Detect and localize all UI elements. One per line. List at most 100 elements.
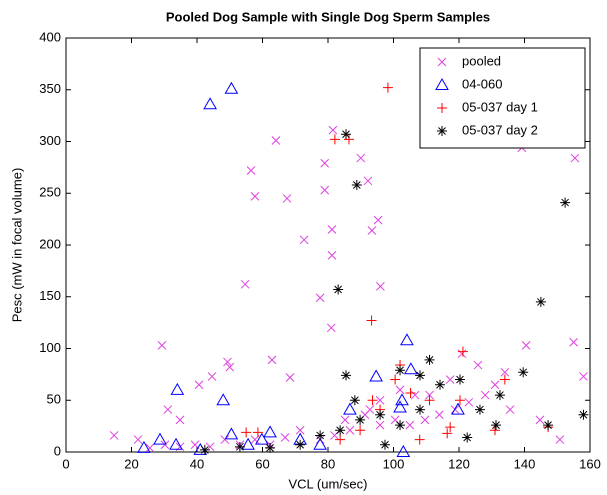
point bbox=[194, 380, 204, 390]
point bbox=[490, 380, 500, 390]
point bbox=[327, 250, 337, 260]
point bbox=[299, 235, 309, 245]
y-tick-label: 50 bbox=[47, 392, 61, 407]
y-tick-label: 300 bbox=[39, 133, 61, 148]
x-tick-label: 40 bbox=[190, 456, 204, 471]
point bbox=[320, 185, 330, 195]
y-tick-label: 400 bbox=[39, 29, 61, 44]
point bbox=[271, 136, 281, 145]
point bbox=[220, 435, 230, 444]
point bbox=[499, 374, 510, 385]
point bbox=[355, 414, 366, 425]
point bbox=[295, 425, 305, 435]
point bbox=[454, 374, 465, 385]
point bbox=[341, 370, 352, 381]
point bbox=[203, 97, 217, 110]
point bbox=[382, 82, 393, 93]
point bbox=[280, 433, 290, 442]
x-tick-label: 20 bbox=[124, 456, 138, 471]
point bbox=[405, 420, 415, 430]
point bbox=[216, 393, 231, 406]
point bbox=[240, 279, 250, 289]
point bbox=[163, 405, 173, 414]
point bbox=[415, 370, 426, 381]
point bbox=[369, 369, 384, 382]
point bbox=[425, 390, 434, 400]
x-tick-label: 160 bbox=[579, 456, 601, 471]
point bbox=[535, 415, 545, 425]
point bbox=[375, 420, 385, 430]
point bbox=[246, 166, 256, 175]
point bbox=[435, 379, 446, 390]
point bbox=[434, 410, 444, 420]
point bbox=[462, 432, 473, 443]
x-tick-label: 80 bbox=[321, 456, 335, 471]
legend-marker bbox=[435, 77, 449, 90]
point bbox=[355, 425, 366, 436]
point bbox=[414, 434, 425, 445]
point bbox=[335, 434, 346, 445]
point bbox=[473, 360, 483, 370]
legend-label: 05-037 day 2 bbox=[462, 122, 538, 137]
point bbox=[285, 373, 295, 382]
point bbox=[505, 405, 515, 414]
point bbox=[329, 134, 340, 145]
point bbox=[420, 415, 430, 425]
point bbox=[405, 388, 416, 399]
point bbox=[366, 315, 377, 326]
point bbox=[451, 402, 465, 415]
legend-marker bbox=[437, 126, 447, 136]
point bbox=[224, 427, 239, 440]
point bbox=[326, 323, 336, 333]
point bbox=[349, 395, 360, 406]
point bbox=[393, 400, 407, 413]
point bbox=[555, 435, 565, 444]
point bbox=[543, 420, 554, 431]
point bbox=[390, 374, 401, 385]
point bbox=[345, 425, 355, 435]
point bbox=[241, 437, 255, 450]
x-tick-label: 0 bbox=[62, 456, 69, 471]
point bbox=[376, 282, 385, 291]
point bbox=[328, 125, 338, 135]
point bbox=[494, 390, 505, 401]
point bbox=[521, 341, 531, 350]
y-tick-label: 250 bbox=[39, 185, 61, 200]
point bbox=[175, 415, 185, 425]
point bbox=[373, 215, 383, 225]
point bbox=[424, 354, 435, 365]
point bbox=[170, 382, 185, 395]
point bbox=[442, 428, 453, 439]
x-tick-label: 100 bbox=[383, 456, 405, 471]
point bbox=[109, 431, 119, 440]
point bbox=[445, 422, 456, 433]
point bbox=[340, 415, 350, 425]
point bbox=[320, 158, 330, 168]
point bbox=[410, 390, 420, 400]
legend-marker bbox=[437, 103, 447, 113]
point bbox=[241, 427, 252, 438]
point bbox=[190, 440, 200, 450]
y-tick-label: 0 bbox=[54, 443, 61, 458]
point bbox=[223, 357, 232, 367]
point bbox=[327, 225, 337, 234]
point bbox=[263, 425, 277, 438]
point bbox=[570, 153, 580, 163]
point bbox=[335, 425, 346, 436]
legend-label: pooled bbox=[462, 53, 501, 68]
point bbox=[445, 375, 455, 384]
point bbox=[153, 432, 167, 445]
point bbox=[400, 333, 414, 346]
point bbox=[365, 405, 375, 414]
legend-label: 04-060 bbox=[462, 76, 502, 91]
point bbox=[250, 192, 260, 201]
point bbox=[518, 367, 529, 378]
point bbox=[343, 402, 357, 415]
point bbox=[199, 444, 210, 455]
x-tick-label: 60 bbox=[255, 456, 269, 471]
x-tick-label: 120 bbox=[448, 456, 470, 471]
point bbox=[169, 437, 183, 450]
point bbox=[491, 420, 502, 431]
point bbox=[403, 362, 418, 375]
